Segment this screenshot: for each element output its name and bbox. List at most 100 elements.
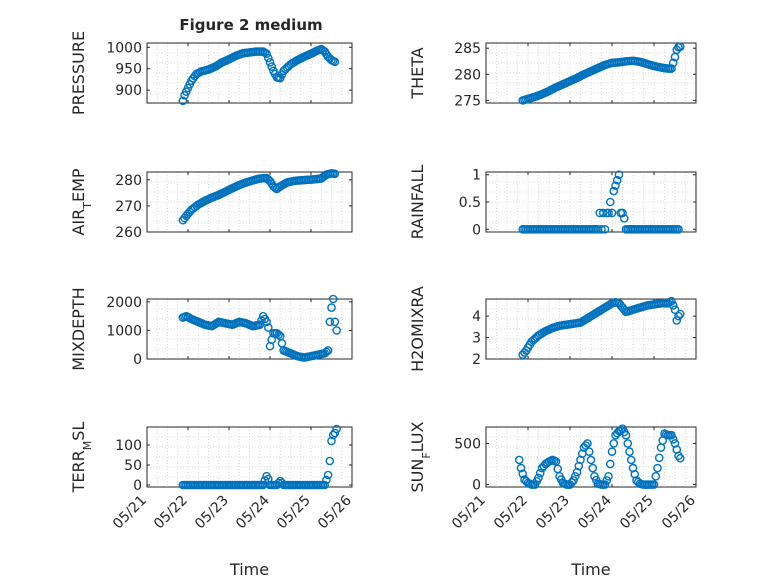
figure-title: Figure 2 medium — [179, 16, 322, 34]
terrmsl-data-point — [320, 480, 329, 490]
rainfall-data-point — [609, 186, 619, 196]
sunflux-ylabel: SUNFLUX — [408, 421, 433, 492]
terrmsl-xtick-label: 05/23 — [192, 493, 232, 533]
sunflux-data-point — [514, 455, 524, 465]
sunflux-data-point — [516, 463, 526, 473]
sunflux-xtick-label: 05/26 — [659, 492, 699, 532]
mixdepth-data-point — [322, 347, 331, 357]
mixdepth-ytick-label: 1000 — [106, 323, 142, 339]
pressure-ytick-label: 950 — [115, 62, 142, 78]
mixdepth-data-point — [274, 330, 283, 340]
terrmsl-data-point — [327, 436, 336, 446]
sunflux-data-point — [604, 472, 613, 481]
h2omixra-data-point — [674, 311, 683, 321]
airtemp-ytick-label: 260 — [115, 225, 142, 241]
terrmsl-data-point — [332, 424, 341, 434]
h2omixra-data-point — [670, 305, 680, 315]
rainfall-data-point — [598, 208, 608, 218]
sunflux-xtick-label: 05/22 — [491, 493, 531, 533]
terrmsl-xtick-label: 05/21 — [110, 493, 150, 533]
pressure-data-point — [263, 53, 273, 63]
h2omixra-data-point — [675, 309, 685, 319]
pressure-axes-box — [146, 42, 353, 104]
h2omixra-ytick-label: 2 — [472, 352, 481, 368]
sunflux-data-point — [654, 453, 664, 463]
sunflux-data-point — [667, 430, 676, 440]
airtemp-axes-box — [146, 171, 353, 233]
pressure-ytick-label: 900 — [115, 83, 142, 99]
theta-data-point — [668, 58, 678, 68]
sunflux-data-point — [581, 441, 591, 450]
sunflux-ytick-label: 500 — [454, 436, 481, 452]
rainfall-data-point — [619, 214, 629, 223]
panel-pressure: 900 950 1000 PRESSURE — [69, 31, 353, 115]
airtemp-data-point — [330, 169, 340, 179]
mixdepth-data-point — [330, 317, 340, 327]
mixdepth-ylabel: MIXDEPTH — [69, 287, 88, 370]
sunflux-data-point — [586, 455, 596, 465]
sunflux-data-point — [518, 469, 528, 479]
panel-mixdepth: 0 1000 2000 MIXDEPTH — [69, 287, 353, 371]
mixdepth-data-point — [328, 294, 338, 304]
theta-ytick-label: 275 — [454, 93, 481, 109]
panel-terrmsl: 0 50 100 05/21 05/22 05/23 05/24 05/25 05/26 TERR… — [69, 422, 355, 579]
sunflux-data-point — [651, 472, 661, 481]
mixdepth-data-point — [263, 323, 273, 332]
pressure-data-point — [178, 96, 188, 106]
terrmsl-data-point — [330, 428, 340, 438]
airtemp-ytick-label: 280 — [115, 173, 142, 189]
terrmsl-ylabel: TERRMSL — [69, 422, 94, 494]
pressure-ylabel: PRESSURE — [69, 31, 88, 115]
sunflux-data-point — [534, 473, 543, 483]
sunflux-data-point — [602, 476, 612, 485]
pressure-data-point — [330, 57, 340, 67]
sunflux-data-point — [625, 447, 634, 456]
terrmsl-data-point — [322, 475, 331, 485]
sunflux-axes-box — [485, 426, 697, 488]
h2omixra-ytick-label: 3 — [472, 331, 481, 347]
sunflux-data-point — [584, 447, 594, 456]
rainfall-data-point — [674, 224, 683, 234]
sunflux-data-point — [668, 435, 678, 444]
sunflux-data-point — [600, 480, 610, 489]
terrmsl-xtick-label: 05/26 — [315, 492, 355, 532]
sunflux-data-point — [607, 447, 617, 456]
terrmsl-xlabel: Time — [229, 560, 269, 579]
sunflux-data-point — [535, 468, 545, 478]
terrmsl-ytick-label: 0 — [133, 478, 142, 494]
sunflux-data-point — [567, 478, 577, 487]
sunflux-data-point — [609, 439, 619, 448]
sunflux-data-point — [605, 459, 615, 469]
terrmsl-xtick-label: 05/24 — [233, 492, 273, 532]
terrmsl-data-point — [323, 470, 333, 480]
rainfall-data-point — [618, 208, 627, 218]
mixdepth-data-point — [323, 346, 333, 355]
theta-ylabel: THETA — [408, 47, 427, 99]
panel-rainfall: 0 0.5 1 RAINFALL — [408, 165, 697, 240]
mixdepth-data-point — [255, 320, 265, 330]
rainfall-ylabel: RAINFALL — [408, 165, 427, 240]
theta-axes-box — [485, 42, 697, 104]
sunflux-data-point — [653, 463, 662, 473]
rainfall-data-point — [614, 170, 624, 180]
sunflux-data-point — [626, 455, 636, 465]
pressure-ytick-label: 1000 — [106, 40, 142, 56]
mixdepth-data-point — [327, 303, 336, 312]
mixdepth-axes-box — [146, 298, 353, 360]
sunflux-xtick-label: 05/25 — [617, 493, 657, 533]
sunflux-xtick-label: 05/21 — [449, 493, 489, 533]
theta-ytick-label: 280 — [454, 67, 481, 83]
panel-theta: 275 280 285 THETA — [408, 41, 697, 109]
terrmsl-ytick-label: 50 — [124, 458, 142, 474]
sunflux-data-point — [588, 463, 598, 473]
rainfall-data-point — [607, 208, 617, 218]
rainfall-data-point — [604, 208, 613, 218]
mixdepth-ytick-label: 0 — [133, 352, 142, 368]
sunflux-ytick-label: 0 — [472, 478, 481, 494]
airtemp-ylabel: AIRTEMP — [69, 168, 94, 235]
pressure-data-point — [267, 62, 277, 71]
theta-data-point — [675, 42, 685, 51]
sunflux-data-point — [621, 430, 631, 440]
rainfall-data-point — [605, 197, 615, 207]
